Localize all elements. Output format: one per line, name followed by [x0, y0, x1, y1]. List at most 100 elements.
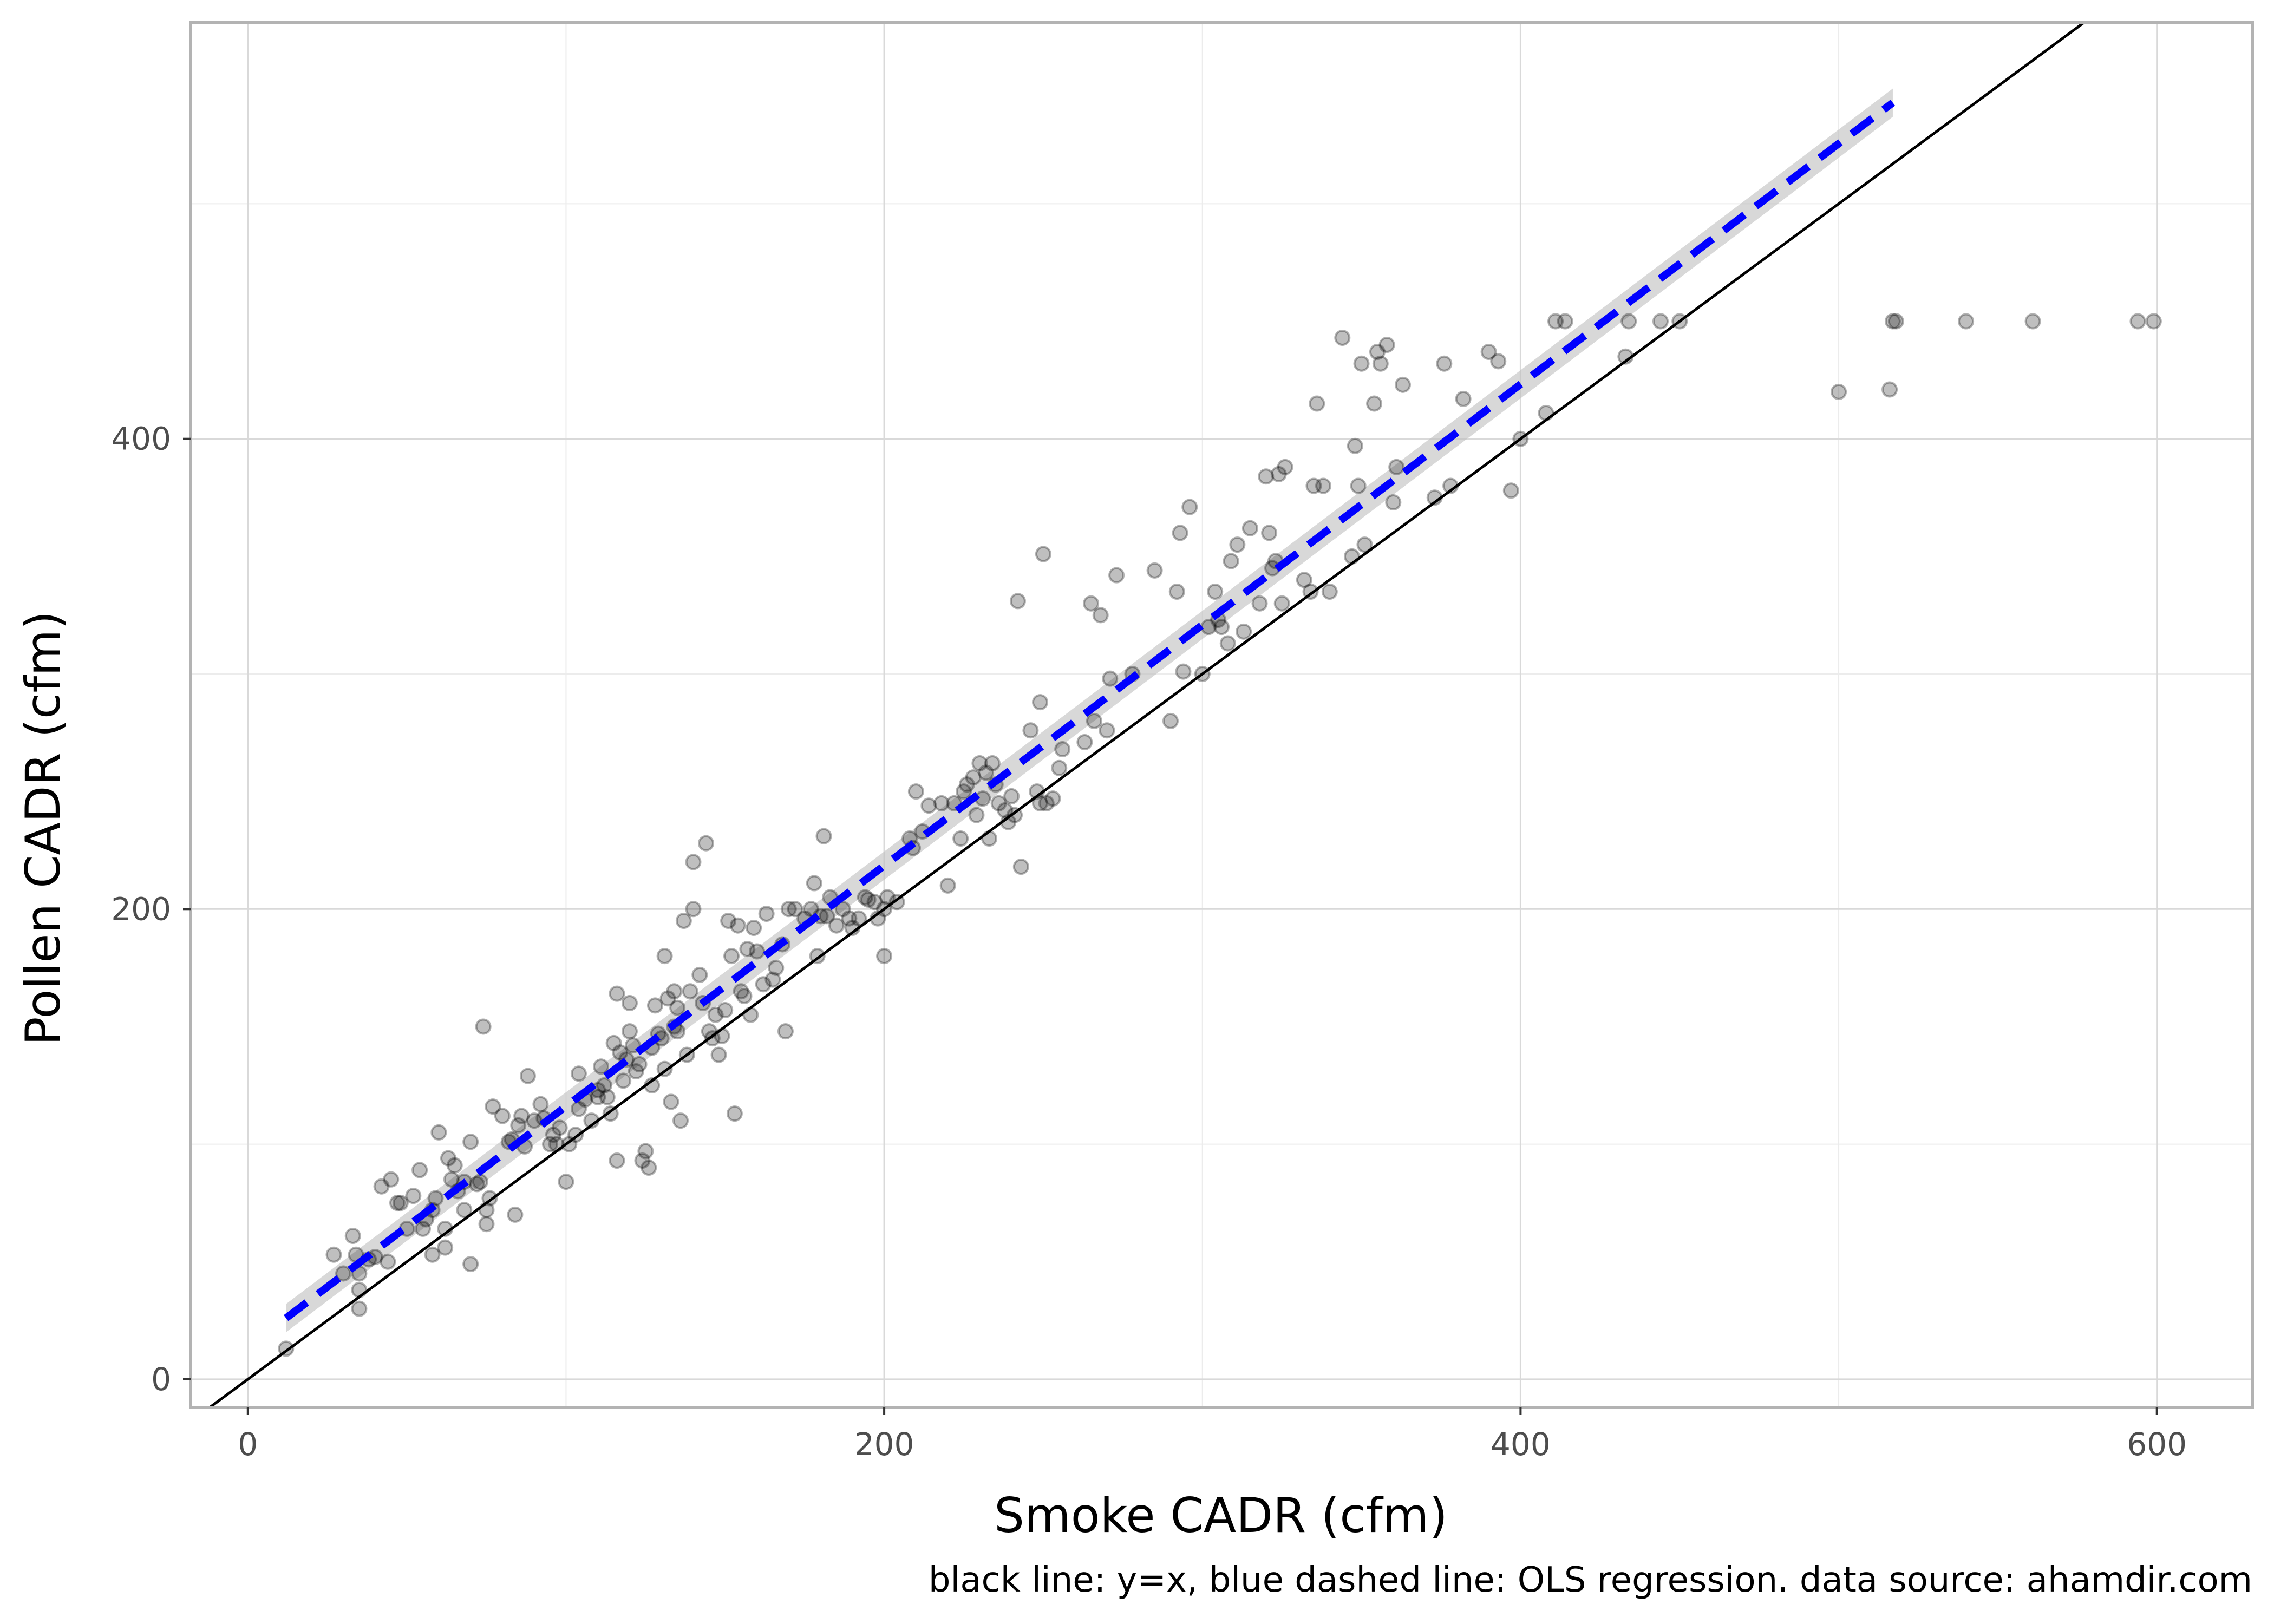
data-point [1241, 520, 1258, 536]
data-point [344, 1227, 361, 1244]
data-points [278, 313, 2162, 1357]
data-point [1236, 623, 1252, 640]
data-point [1296, 572, 1312, 588]
data-point [723, 948, 740, 965]
y-axis-title: Pollen CADR (cfm) [15, 611, 71, 1046]
data-point [1258, 468, 1275, 485]
data-point [1035, 546, 1051, 562]
data-point [513, 1108, 530, 1124]
data-point [468, 1176, 485, 1193]
data-point [462, 1256, 479, 1273]
data-point [1547, 313, 1564, 330]
data-point [1350, 477, 1367, 494]
data-point [380, 1253, 396, 1270]
data-point [720, 913, 737, 929]
data-point [1076, 734, 1093, 750]
data-point [1309, 395, 1325, 412]
x-tick-label: 600 [2127, 1426, 2187, 1463]
data-point [446, 1157, 463, 1174]
data-point [351, 1300, 368, 1317]
data-point [939, 877, 956, 894]
data-point [933, 795, 950, 811]
data-point [1273, 595, 1290, 612]
data-point [519, 1068, 536, 1084]
data-point [1831, 383, 1847, 400]
data-point [542, 1136, 559, 1152]
data-point [335, 1265, 352, 1282]
data-point [414, 1220, 431, 1237]
data-point [1436, 355, 1453, 372]
data-point [755, 976, 772, 993]
data-point [1108, 567, 1125, 584]
data-point [746, 920, 762, 937]
data-point [1092, 607, 1109, 624]
data-point [1277, 459, 1293, 475]
data-point [1038, 795, 1055, 811]
data-point [952, 830, 969, 847]
x-tick-label: 0 [238, 1426, 258, 1463]
x-axis-title: Smoke CADR (cfm) [994, 1488, 1448, 1543]
major-grid [191, 23, 2252, 1407]
y-tick-label: 0 [151, 1361, 171, 1398]
data-point [1044, 790, 1061, 807]
data-point [325, 1246, 342, 1263]
data-point [672, 1112, 689, 1129]
data-point [596, 1077, 612, 1094]
data-point [907, 783, 924, 800]
data-point [1334, 329, 1351, 346]
data-point [1366, 395, 1383, 412]
data-point [1207, 583, 1224, 600]
data-point [631, 1056, 648, 1072]
data-point [764, 971, 781, 988]
data-point [971, 755, 988, 772]
data-point [1175, 663, 1192, 680]
data-point [2024, 313, 2041, 330]
data-point [1102, 670, 1119, 687]
data-point [685, 854, 702, 870]
data-point [990, 795, 1007, 811]
data-point [1347, 437, 1363, 454]
data-point [851, 910, 867, 927]
data-point [675, 913, 692, 929]
data-point [717, 1002, 734, 1019]
data-point [707, 1006, 724, 1023]
data-point [1353, 355, 1370, 372]
data-point [475, 1018, 492, 1035]
data-point [659, 990, 676, 1007]
data-point [443, 1171, 460, 1188]
data-point [984, 755, 1001, 772]
data-point [777, 1023, 794, 1040]
data-point [780, 901, 797, 918]
data-point [1455, 390, 1472, 407]
data-point [669, 999, 686, 1016]
data-point [768, 959, 785, 976]
axis-ticks: 0 200 400 600 0 200 400 [111, 421, 2187, 1463]
data-point [1378, 336, 1395, 353]
data-point [590, 1089, 606, 1105]
data-point [551, 1119, 568, 1136]
data-point [2145, 313, 2162, 330]
data-point [815, 828, 832, 844]
data-point [1270, 466, 1287, 482]
data-point [997, 802, 1014, 818]
data-point [828, 917, 845, 934]
identity-line [208, 21, 2085, 1409]
data-point [733, 983, 749, 1000]
data-point [656, 948, 673, 965]
data-point [599, 1089, 616, 1105]
data-point [691, 966, 708, 983]
panel-border [189, 21, 2254, 1409]
data-point [1213, 619, 1230, 636]
data-point [615, 1072, 632, 1089]
data-point [1385, 494, 1402, 510]
data-point [405, 1188, 422, 1204]
data-point [621, 995, 638, 1012]
data-point [698, 835, 714, 852]
data-point [646, 997, 663, 1014]
data-point [424, 1246, 441, 1263]
data-point [593, 1058, 610, 1075]
data-point [1620, 313, 1637, 330]
data-point [494, 1108, 511, 1124]
data-point [965, 769, 982, 786]
